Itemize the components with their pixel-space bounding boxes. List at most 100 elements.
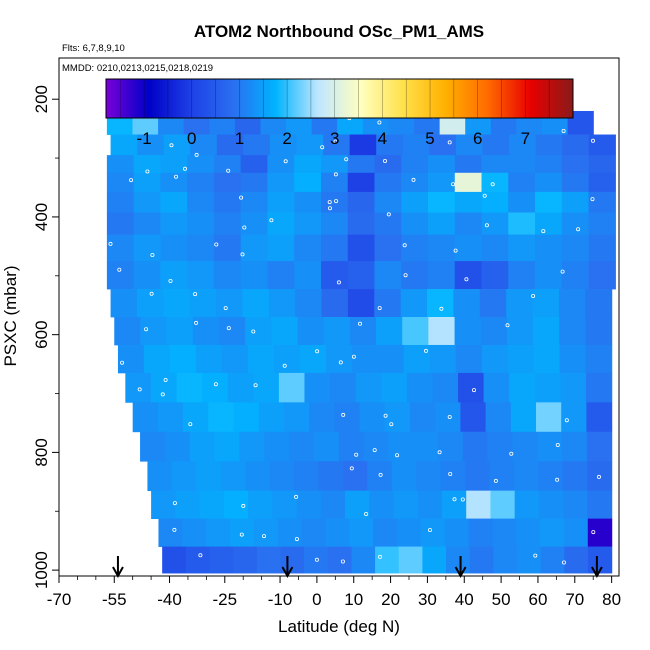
heatmap-cell <box>422 546 447 574</box>
heatmap-cell <box>213 234 242 262</box>
sample-point <box>334 199 339 204</box>
heatmap-cell <box>535 261 563 290</box>
heatmap-cell <box>481 155 509 174</box>
heatmap-cell <box>588 191 616 213</box>
sample-point <box>314 557 319 562</box>
sample-point <box>327 200 332 205</box>
sample-point <box>395 453 400 458</box>
colorbar-tick-label: 0 <box>187 129 196 148</box>
heatmap-cell <box>587 490 613 520</box>
heatmap-cell <box>187 261 215 290</box>
heatmap-cell <box>299 344 327 374</box>
heatmap-cell <box>213 172 242 193</box>
x-tick-label: 80 <box>602 590 621 609</box>
heatmap-cell <box>481 212 509 235</box>
heatmap-cell <box>132 402 159 433</box>
sample-point <box>261 534 266 539</box>
heatmap-cell <box>481 172 509 193</box>
heatmap-cell <box>213 191 242 213</box>
sample-point <box>453 248 458 253</box>
heatmap-cell <box>323 134 351 156</box>
sample-point <box>194 152 199 157</box>
heatmap-cell <box>294 191 322 213</box>
heatmap-cell <box>327 546 353 574</box>
heatmap-cell <box>377 344 405 374</box>
sample-point <box>590 197 595 202</box>
heatmap-cell <box>453 289 481 318</box>
heatmap-cell <box>169 344 197 374</box>
heatmap-cell <box>242 289 270 318</box>
heatmap-cell <box>347 212 376 235</box>
x-tick-label: 40 <box>455 590 474 609</box>
heatmap-cell <box>182 518 207 547</box>
x-tick-label: -55 <box>102 590 127 609</box>
heatmap-cell <box>446 546 471 574</box>
heatmap-cell <box>309 402 335 433</box>
heatmap-cell <box>351 546 376 574</box>
heatmap-cell <box>563 518 589 547</box>
heatmap-cell <box>245 317 272 346</box>
heatmap-cell <box>323 317 351 346</box>
y-axis-label: PSXC (mbar) <box>1 265 20 366</box>
heatmap-cell <box>220 461 246 492</box>
heatmap-cell <box>185 546 211 574</box>
x-tick-label: 0 <box>312 590 321 609</box>
heatmap-cell <box>561 431 588 462</box>
heatmap-cell <box>509 134 537 156</box>
heatmap-cell <box>514 490 540 520</box>
sample-point <box>427 528 432 533</box>
heatmap-cell <box>304 546 329 574</box>
sample-points-layer <box>108 92 602 565</box>
sample-point <box>294 494 299 499</box>
heatmap-cell <box>466 490 492 520</box>
heatmap-cell <box>163 289 191 318</box>
y-tick-label: 600 <box>32 320 51 348</box>
x-tick-label: -70 <box>47 590 72 609</box>
sample-point <box>320 145 325 150</box>
sample-point <box>357 321 362 326</box>
heatmap-cell <box>428 234 456 262</box>
heatmap-cell <box>460 402 487 433</box>
heatmap-cell <box>586 402 613 433</box>
heatmap-cell <box>558 289 586 318</box>
heatmap-cell <box>320 261 349 290</box>
heatmap-cell <box>160 261 188 290</box>
sample-point <box>226 168 231 173</box>
sample-point <box>226 326 231 331</box>
heatmap-cell <box>428 261 456 290</box>
sample-point <box>437 450 442 455</box>
heatmap-cell <box>482 134 510 156</box>
heatmap-cell <box>409 402 436 433</box>
heatmap-cell <box>240 191 269 213</box>
sample-point <box>344 157 349 162</box>
heatmap-cell <box>540 518 565 547</box>
sample-point <box>129 178 134 183</box>
heatmap-cell <box>158 518 183 547</box>
heatmap-cell <box>245 461 271 492</box>
heatmap-cell <box>420 518 446 547</box>
heatmap-cell <box>296 134 324 156</box>
heatmap-cell <box>454 261 483 290</box>
sample-point <box>564 418 569 423</box>
heatmap-cell <box>267 234 295 262</box>
heatmap-cell <box>480 317 508 346</box>
heatmap-cell <box>588 134 616 156</box>
heatmap-cell <box>374 172 402 193</box>
x-tick-label: 20 <box>381 590 400 609</box>
heatmap-cell <box>561 261 590 290</box>
sample-point <box>452 497 457 502</box>
sample-point <box>351 354 356 359</box>
heatmap-cell <box>110 289 138 318</box>
heatmap-cell <box>114 317 142 346</box>
heatmap-cell <box>492 518 517 547</box>
sample-point <box>168 278 173 283</box>
sample-point <box>389 422 394 427</box>
y-axis: 200 400 600 800 1000 <box>32 85 59 589</box>
heatmap-cell <box>133 261 162 290</box>
heatmap-cell <box>330 372 357 403</box>
heatmap-cell <box>489 461 515 492</box>
heatmap-cell <box>243 134 271 156</box>
sample-point <box>555 442 560 447</box>
heatmap-cell <box>248 490 273 520</box>
sample-point <box>193 292 198 297</box>
